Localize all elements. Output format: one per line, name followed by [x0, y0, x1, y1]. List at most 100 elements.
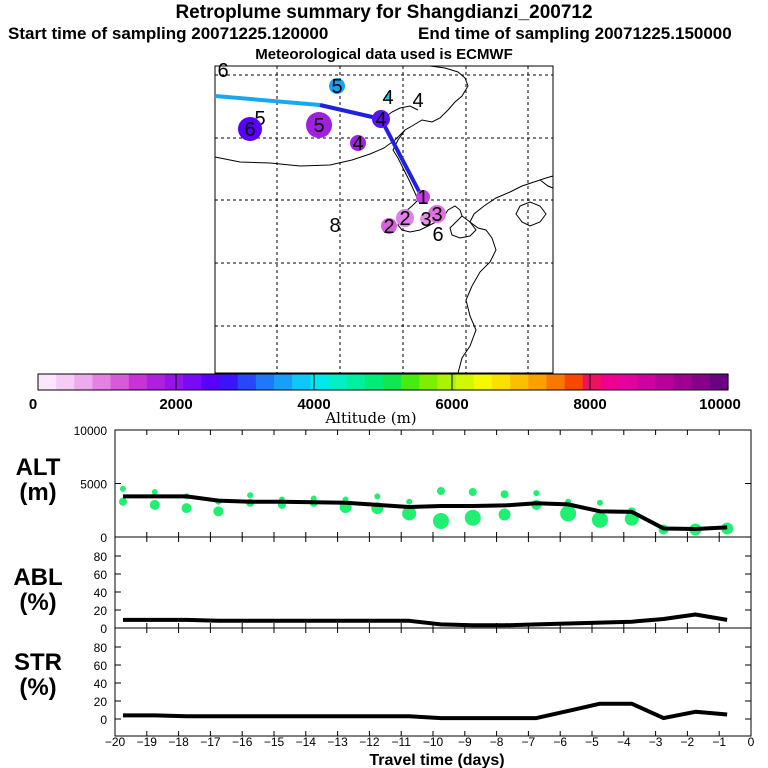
colorbar-cell: [600, 374, 620, 390]
colorbar-cell: [619, 374, 638, 390]
colorbar-cell: [546, 374, 566, 390]
colorbar-cell: [510, 374, 529, 390]
colorbar-cell: [564, 374, 584, 390]
colorbar-cell: [364, 374, 384, 390]
alt-scatter-point: [468, 488, 477, 497]
colorbar-cell: [310, 374, 330, 390]
alt-panel-unit: (m): [19, 479, 56, 506]
trajectory-point-marker: [329, 78, 345, 94]
trajectory-point-label: 4: [375, 109, 386, 131]
colorbar-cell: [655, 374, 675, 390]
colorbar-tick-10000: 10000: [699, 396, 741, 413]
alt-scatter-point: [181, 503, 192, 514]
colorbar-cell: [528, 374, 548, 390]
colorbar-cell: [383, 374, 402, 390]
colorbar-tick-0: 0: [29, 396, 37, 413]
y-tick-label: 60: [94, 659, 108, 673]
trajectory-segment-1: [214, 94, 321, 107]
x-tick-label: −12: [359, 735, 380, 749]
alt-scatter-point: [149, 499, 160, 510]
colorbar-cell: [709, 374, 729, 390]
alt-scatter-point: [464, 509, 481, 526]
y-tick-label: 40: [94, 677, 108, 691]
trajectory-point-marker: [372, 110, 390, 128]
abl-panel-unit: (%): [19, 589, 56, 616]
str-panel-unit: (%): [19, 674, 56, 701]
y-tick-label: 10000: [74, 424, 108, 438]
colorbar-tick-2000: 2000: [159, 396, 192, 413]
x-tick-label: −14: [296, 735, 317, 749]
y-tick-label: 80: [94, 641, 108, 655]
x-tick-label: −15: [264, 735, 285, 749]
colorbar-label: Altitude (m): [324, 409, 416, 427]
alt-scatter-point: [247, 492, 254, 499]
chart-title: Retroplume summary for Shangdianzi_20071…: [175, 2, 593, 23]
trajectory-point-label: 3: [420, 209, 431, 231]
alt-scatter-point: [432, 512, 449, 529]
trajectory-point-label: 6: [217, 60, 228, 82]
trajectory-point-label: 2: [383, 216, 394, 238]
trajectory-point-marker: [416, 190, 430, 204]
alt-scatter-point: [560, 505, 577, 522]
trajectory-point-label: 1: [417, 187, 428, 209]
colorbar-cell: [56, 374, 75, 390]
colorbar-cell: [219, 374, 239, 390]
colorbar-cell: [691, 374, 711, 390]
colorbar-cell: [328, 374, 348, 390]
colorbar-cell: [455, 374, 475, 390]
map-coastlines: [214, 65, 554, 374]
alt-panel-label: ALT: [16, 454, 61, 481]
trajectory-point-marker: [306, 112, 332, 138]
y-tick-label: 0: [100, 531, 107, 545]
colorbar-cell: [473, 374, 493, 390]
x-tick-label: −18: [168, 735, 189, 749]
x-tick-label: −6: [553, 735, 567, 749]
colorbar-cell: [92, 374, 112, 390]
y-tick-label: 20: [94, 604, 108, 618]
y-tick-label: 5000: [80, 478, 107, 492]
trajectory-point-label: 8: [329, 215, 340, 237]
trajectory-point-label: 5: [313, 115, 324, 137]
x-tick-label: −11: [391, 735, 411, 749]
x-tick-label: −2: [681, 735, 695, 749]
alt-scatter-point: [591, 511, 608, 528]
colorbar-cell: [183, 374, 203, 390]
colorbar-tick-4000: 4000: [297, 396, 330, 413]
x-tick-label: −17: [200, 735, 221, 749]
alt-scatter-point: [119, 485, 126, 492]
trajectory-point-label: 4: [382, 87, 393, 109]
trajectory-segment-2: [319, 103, 382, 121]
trajectory-point-marker: [350, 135, 366, 151]
colorbar-cell: [292, 374, 311, 390]
alt-scatter-point: [151, 489, 158, 496]
alt-scatter-point: [498, 508, 511, 521]
colorbar-tick-6000: 6000: [435, 396, 468, 413]
colorbar-cell: [437, 374, 457, 390]
x-tick-label: −8: [490, 735, 504, 749]
colorbar-cell: [582, 374, 602, 390]
x-tick-label: −7: [522, 735, 536, 749]
colorbar-cell: [74, 374, 94, 390]
trajectory-point-label: 4: [412, 90, 423, 112]
trajectory-point-label: 5: [254, 108, 265, 130]
colorbar-cell: [274, 374, 293, 390]
y-tick-label: 80: [94, 550, 108, 564]
x-tick-label: −4: [617, 735, 631, 749]
colorbar-cell: [128, 374, 148, 390]
altitude-colorbar: 0 2000 4000 6000 8000 10000 Altitude (m): [29, 373, 741, 427]
y-tick-label: 60: [94, 568, 108, 582]
colorbar-cell: [201, 374, 221, 390]
colorbar-cell: [346, 374, 366, 390]
trajectory-segment-3: [379, 118, 425, 200]
x-tick-label: −5: [585, 735, 599, 749]
start-time: Start time of sampling 20071225.120000: [8, 24, 329, 43]
colorbar-cell: [419, 374, 439, 390]
colorbar-tick-8000: 8000: [573, 396, 606, 413]
colorbar-cell: [255, 374, 275, 390]
x-tick-label: −13: [327, 735, 348, 749]
x-tick-label: −20: [105, 735, 126, 749]
colorbar-cell: [237, 374, 257, 390]
